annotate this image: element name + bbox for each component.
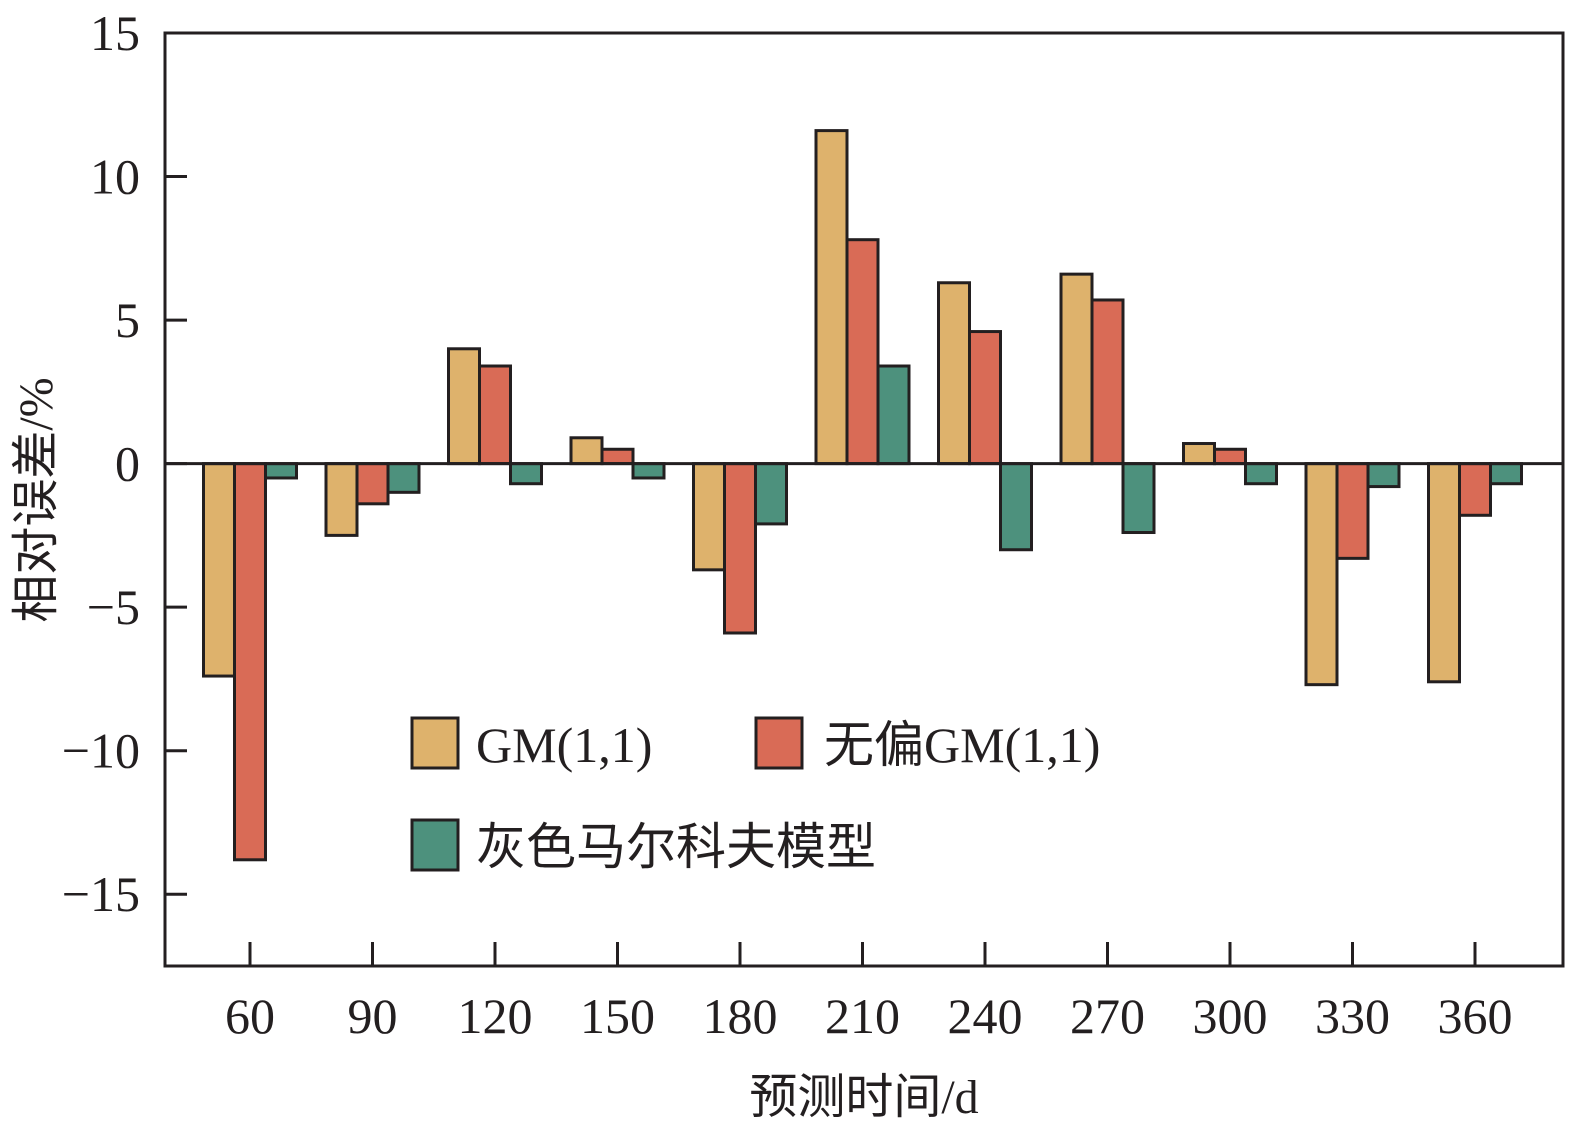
y-tick-label: −5 xyxy=(87,579,140,635)
bar-grey-markov-180 xyxy=(754,462,788,526)
bar-grey-markov-150 xyxy=(631,462,666,480)
bar-unbiased-gm11-120 xyxy=(478,364,512,466)
bar-grey-markov-60 xyxy=(264,462,298,480)
bar-gm11-270 xyxy=(1059,272,1094,466)
bar-gm11-240 xyxy=(937,281,971,466)
y-tick-label: 5 xyxy=(115,292,140,348)
bar-grey-markov-330 xyxy=(1366,462,1401,489)
legend-swatch-gm11 xyxy=(410,716,460,770)
legend-label-grey-markov: 灰色马尔科夫模型 xyxy=(476,819,876,875)
y-tick-label: 10 xyxy=(90,149,140,205)
x-tick-label: 150 xyxy=(580,988,655,1044)
bar-gm11-180 xyxy=(692,462,726,572)
bar-gm11-90 xyxy=(324,462,359,537)
bar-grey-markov-300 xyxy=(1244,462,1278,486)
bar-gm11-60 xyxy=(202,462,236,678)
y-tick-label: −10 xyxy=(62,723,140,779)
bar-grey-markov-270 xyxy=(1121,462,1156,535)
bar-gm11-120 xyxy=(447,347,481,466)
bar-unbiased-gm11-240 xyxy=(968,330,1002,466)
y-axis: 15 10 5 0 −5 −10 −15 xyxy=(62,5,187,922)
bar-unbiased-gm11-270 xyxy=(1090,298,1125,466)
y-tick-label: −15 xyxy=(62,866,140,922)
legend-swatch-unbiased-gm11 xyxy=(754,716,804,770)
bar-gm11-360 xyxy=(1427,462,1461,684)
x-axis: 60 90 120 150 180 210 240 270 300 330 360 xyxy=(225,942,1513,1044)
bar-unbiased-gm11-180 xyxy=(723,462,757,635)
x-tick-label: 330 xyxy=(1315,988,1390,1044)
legend-item-unbiased-gm11: 无偏GM(1,1) xyxy=(754,716,1100,773)
bar-grey-markov-210 xyxy=(876,364,911,466)
bar-unbiased-gm11-300 xyxy=(1213,447,1247,466)
y-axis-title: 相对误差/% xyxy=(10,377,63,622)
x-tick-label: 120 xyxy=(458,988,533,1044)
legend-item-grey-markov: 灰色马尔科夫模型 xyxy=(410,818,876,875)
legend-label-unbiased-gm11: 无偏GM(1,1) xyxy=(824,717,1100,773)
bar-grey-markov-90 xyxy=(386,462,421,494)
x-axis-title: 预测时间/d xyxy=(749,1071,978,1124)
x-tick-label: 210 xyxy=(825,988,900,1044)
legend-swatch-grey-markov xyxy=(410,818,460,872)
bar-unbiased-gm11-210 xyxy=(845,238,880,466)
y-tick-label: 15 xyxy=(90,5,140,61)
bar-unbiased-gm11-90 xyxy=(355,462,390,506)
y-tick-label: 0 xyxy=(115,436,140,492)
bar-unbiased-gm11-150 xyxy=(600,447,635,466)
legend: GM(1,1) 无偏GM(1,1) 灰色马尔科夫模型 xyxy=(410,716,1100,875)
x-tick-label: 240 xyxy=(948,988,1023,1044)
legend-label-gm11: GM(1,1) xyxy=(476,717,652,773)
bar-grey-markov-240 xyxy=(999,462,1033,552)
bar-grey-markov-120 xyxy=(509,462,543,486)
bar-gm11-150 xyxy=(569,436,604,466)
bar-grey-markov-360 xyxy=(1489,462,1523,486)
x-tick-label: 90 xyxy=(348,988,398,1044)
bar-unbiased-gm11-360 xyxy=(1458,462,1492,517)
bar-unbiased-gm11-60 xyxy=(233,462,267,862)
x-tick-label: 60 xyxy=(225,988,275,1044)
bar-gm11-330 xyxy=(1304,462,1339,687)
bar-unbiased-gm11-330 xyxy=(1335,462,1370,560)
x-tick-label: 270 xyxy=(1070,988,1145,1044)
bar-gm11-210 xyxy=(814,129,849,466)
x-tick-label: 300 xyxy=(1193,988,1268,1044)
bar-gm11-300 xyxy=(1182,442,1216,466)
x-tick-label: 180 xyxy=(703,988,778,1044)
x-tick-label: 360 xyxy=(1438,988,1513,1044)
legend-item-gm11: GM(1,1) xyxy=(410,716,652,773)
